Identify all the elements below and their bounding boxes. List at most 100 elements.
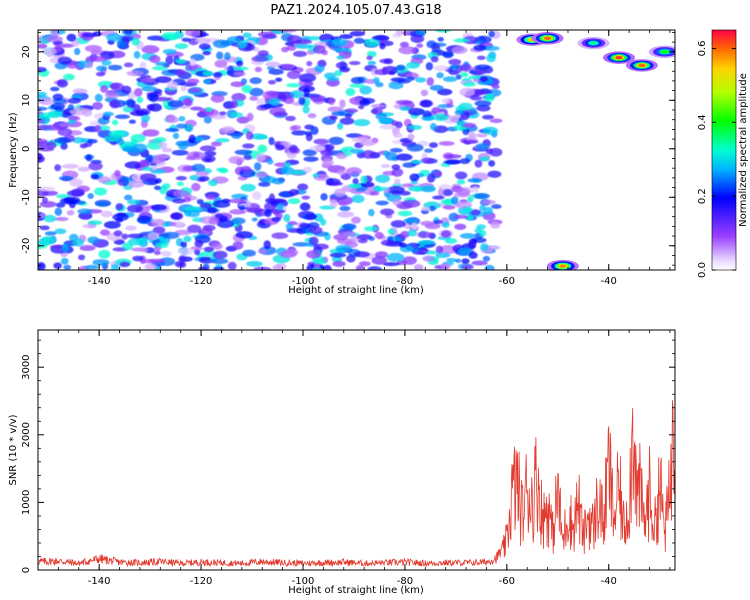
spectrogram-cell — [88, 162, 103, 171]
spectrogram-cell — [420, 89, 429, 97]
spectrogram-cell — [108, 64, 123, 71]
spectrogram-cell — [214, 59, 228, 68]
spectrogram-cell — [285, 223, 294, 231]
spectrogram-cell — [394, 178, 401, 186]
spectrogram-cell — [324, 144, 335, 152]
spectrogram-cell — [486, 54, 496, 63]
spectrogram-cell — [97, 176, 112, 184]
spectrogram-cell — [41, 235, 55, 245]
spectrogram-cell — [440, 262, 451, 270]
spectrogram-cell — [72, 88, 88, 94]
spectrogram-cell — [441, 221, 450, 228]
spectrogram-cell — [114, 169, 121, 177]
spectrogram-cell — [462, 36, 478, 45]
spectrogram-cell — [372, 107, 383, 116]
spectrogram-cell — [44, 231, 57, 236]
spectrogram-cell — [175, 58, 187, 65]
spectrogram-cell — [165, 116, 180, 124]
spectrogram-cell — [432, 219, 443, 224]
spectrogram-cell — [211, 141, 222, 147]
spectrogram-cell — [72, 238, 84, 247]
spectrogram-cell — [230, 100, 238, 109]
spectrogram-cell — [252, 191, 262, 201]
spectrogram-cell — [92, 31, 103, 37]
spectrogram-cell — [115, 203, 124, 211]
spectrogram-cell — [208, 179, 218, 187]
spectrogram-cell — [50, 86, 60, 92]
spectrogram-cell — [272, 264, 284, 270]
spectrogram-cell — [205, 106, 213, 112]
spectrogram-cell — [169, 221, 177, 227]
x-tick-label: -100 — [292, 276, 315, 287]
spectrogram-cell — [281, 46, 290, 53]
spectrogram-cell — [122, 106, 134, 113]
spectrogram-cell — [367, 60, 377, 66]
spectrogram-cell — [491, 84, 500, 90]
spectrogram-cell — [160, 251, 172, 257]
spectrogram-cell — [271, 216, 281, 222]
spectrogram-cell — [128, 119, 136, 124]
spectrogram-cell — [255, 135, 269, 140]
spectrogram-cell — [189, 58, 196, 67]
spectrogram-cell — [182, 97, 193, 106]
spectrogram-cell — [276, 202, 284, 212]
spectrogram-cell — [428, 205, 436, 212]
spectrogram-cell — [259, 104, 276, 109]
snr-marks — [38, 400, 675, 568]
spectrogram-cell — [74, 47, 81, 56]
spectrogram-cell — [390, 220, 406, 228]
spectrogram-cell — [491, 204, 502, 209]
spectrogram-cell — [206, 206, 218, 214]
spectrogram-cell — [251, 55, 269, 62]
spectrogram-cell — [212, 250, 228, 259]
spectrogram-cell — [231, 217, 246, 225]
spectrogram-cell — [227, 261, 237, 270]
spectrogram-cell — [458, 102, 473, 111]
spectrogram-cell — [386, 252, 405, 262]
spectrogram-cell — [290, 169, 306, 176]
spectrogram-cell — [94, 187, 108, 196]
spectrogram-cell — [482, 255, 491, 262]
spectrogram-cell — [82, 224, 96, 229]
spectrogram-cell — [429, 84, 444, 91]
spectrogram-cell — [103, 135, 122, 143]
spectrogram-cell — [219, 111, 227, 116]
spectrogram-cell — [455, 258, 462, 263]
spectrogram-cell — [137, 215, 151, 224]
spectrogram-cell — [129, 110, 148, 117]
spectrogram-cell — [399, 106, 412, 111]
spectrogram-cell — [342, 223, 357, 230]
spectrogram-cell — [442, 76, 458, 83]
spectrogram-cell — [100, 229, 111, 236]
spectrogram-cell — [203, 116, 212, 124]
spectrogram-cell — [178, 141, 189, 150]
spectrogram-cell — [136, 96, 144, 104]
spectrogram-cell — [337, 169, 346, 176]
spectrogram-cell — [415, 77, 427, 83]
x-tick-label: -100 — [292, 576, 315, 587]
spectrogram-cell — [265, 61, 281, 68]
spectrogram-cell — [85, 61, 94, 69]
spectrogram-cell — [39, 200, 57, 208]
spectrogram-cell — [172, 198, 186, 204]
spectrogram-cell — [310, 126, 319, 135]
spectrogram-cell — [391, 164, 401, 170]
spectrogram-cell — [467, 196, 474, 203]
spectrogram-cell — [235, 231, 253, 239]
spectrogram-cell — [435, 252, 451, 258]
spectrogram-cell — [370, 104, 387, 109]
spectrogram-cell — [63, 196, 81, 204]
spectrogram-cell — [462, 81, 476, 87]
spectrogram-cell — [290, 90, 304, 99]
spectrogram-cell — [68, 119, 76, 125]
spectrogram-cell — [322, 158, 334, 167]
spectrogram-cell — [489, 147, 503, 157]
spectrogram-cell — [352, 178, 359, 185]
spectrogram-cell — [396, 64, 406, 71]
spectrogram-cell — [314, 64, 325, 73]
spectrogram-cell — [286, 45, 297, 51]
spectrogram-cell — [194, 240, 204, 248]
spectrogram-cell — [242, 143, 255, 149]
spectrogram-cell — [291, 130, 308, 136]
